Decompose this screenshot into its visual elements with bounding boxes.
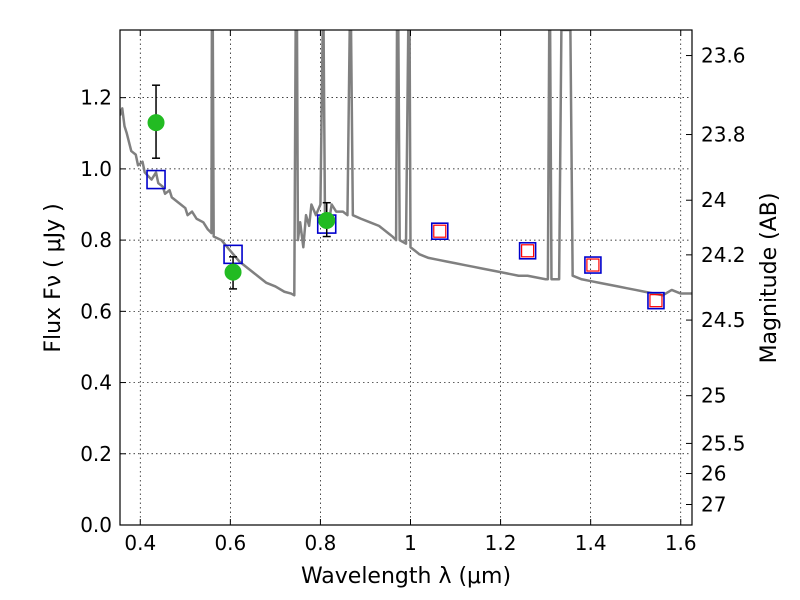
model-flux-marker-red [649, 294, 663, 308]
x-tick-label: 0.6 [214, 531, 246, 555]
right-tick-label: 23.6 [701, 44, 746, 68]
model-flux-marker-blue [647, 291, 665, 310]
model-flux-marker-blue [518, 241, 537, 260]
model-flux-marker-blue [146, 169, 166, 190]
right-tick-label: 25.5 [701, 431, 746, 455]
right-tick-label: 23.8 [701, 123, 746, 147]
observed-flux-point [147, 114, 165, 132]
y-tick-label: 1.0 [80, 157, 112, 181]
right-tick-label: 24.5 [701, 308, 746, 332]
x-tick-label: 1 [404, 531, 417, 555]
right-tick-label: 25 [701, 384, 726, 408]
model-flux-marker-red [586, 258, 600, 272]
data-points-layer [146, 84, 665, 310]
y-axis-label: Flux Fν ( μJy ) [41, 203, 66, 352]
x-tick-label: 0.4 [124, 531, 156, 555]
x-tick-label: 1.4 [575, 531, 607, 555]
right-tick-label: 24.2 [701, 243, 746, 267]
y-tick-label: 0.4 [80, 371, 112, 395]
observed-flux-point [318, 212, 336, 230]
right-axis-label: Magnitude (AB) [757, 193, 782, 364]
right-tick-label: 24 [701, 188, 726, 212]
y-tick-label: 0.6 [80, 299, 112, 323]
model-spectrum-layer [120, 30, 692, 297]
model-spectrum-line [120, 30, 692, 297]
plot-area [120, 30, 692, 525]
model-flux-marker-blue [584, 256, 602, 274]
model-flux-marker-red [521, 244, 535, 258]
right-tick-label: 26 [701, 462, 726, 486]
plot-frame [119, 29, 693, 526]
x-tick-label: 1.2 [485, 531, 517, 555]
y-tick-label: 0.2 [80, 442, 112, 466]
x-tick-label: 0.8 [305, 531, 337, 555]
model-flux-marker-blue [430, 222, 449, 241]
x-axis-label: Wavelength λ (μm) [301, 564, 511, 589]
y-tick-label: 0.0 [80, 513, 112, 537]
x-tick-label: 1.6 [665, 531, 697, 555]
right-tick-label: 27 [701, 493, 726, 517]
y-tick-label: 1.2 [80, 86, 112, 110]
y-tick-label: 0.8 [80, 228, 112, 252]
model-flux-marker-red [433, 224, 447, 238]
observed-flux-point [224, 263, 242, 281]
axis-ticks: 0.4 0.6 0.8 1 1.2 1.4 1.6 0.0 0.2 0.4 0.6 0.8 1.0 1.2… [80, 30, 746, 555]
